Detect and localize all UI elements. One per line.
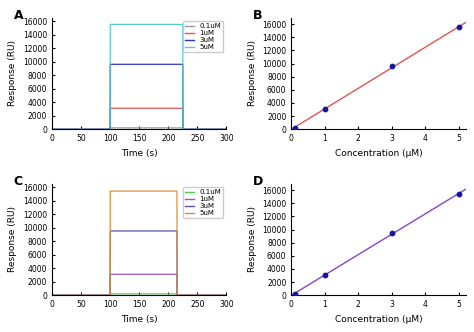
Point	[321, 272, 328, 278]
Text: D: D	[253, 175, 263, 188]
X-axis label: Concentration (μM): Concentration (μM)	[335, 315, 422, 324]
Point	[388, 230, 396, 235]
Y-axis label: Response (RU): Response (RU)	[9, 207, 18, 273]
Point	[321, 106, 328, 112]
Legend: 0.1uM, 1uM, 3uM, 5uM: 0.1uM, 1uM, 3uM, 5uM	[183, 21, 223, 52]
Point	[388, 63, 396, 69]
Point	[455, 25, 463, 30]
Text: A: A	[14, 9, 23, 22]
Y-axis label: Response (RU): Response (RU)	[247, 41, 256, 107]
Y-axis label: Response (RU): Response (RU)	[9, 41, 18, 107]
Point	[291, 291, 299, 296]
Y-axis label: Response (RU): Response (RU)	[247, 207, 256, 273]
Text: B: B	[253, 9, 263, 22]
Text: C: C	[14, 175, 23, 188]
X-axis label: Time (s): Time (s)	[121, 149, 157, 158]
Legend: 0.1uM, 1uM, 3uM, 5uM: 0.1uM, 1uM, 3uM, 5uM	[183, 187, 223, 218]
X-axis label: Time (s): Time (s)	[121, 315, 157, 324]
X-axis label: Concentration (μM): Concentration (μM)	[335, 149, 422, 158]
Point	[291, 125, 299, 130]
Point	[455, 192, 463, 197]
